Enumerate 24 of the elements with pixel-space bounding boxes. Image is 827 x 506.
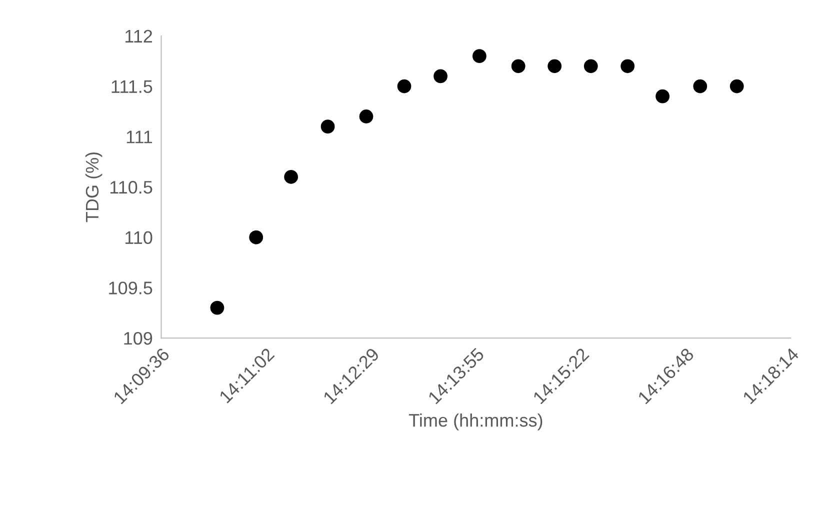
point <box>249 230 264 244</box>
x-axis-title: Time (hh:mm:ss) <box>408 413 542 430</box>
point <box>656 89 670 104</box>
point <box>511 59 526 74</box>
point <box>210 300 224 315</box>
point <box>730 79 744 94</box>
point <box>397 79 412 94</box>
y-tick-label: 110 <box>126 231 152 244</box>
y-tick-label: 110.5 <box>110 180 152 194</box>
point <box>548 59 562 74</box>
y-tick-label: 109 <box>124 332 152 345</box>
point <box>434 69 448 84</box>
point <box>620 59 635 74</box>
point <box>584 59 598 74</box>
y-tick-label: 112 <box>126 30 152 42</box>
y-axis-title: TDG (%) <box>85 152 102 222</box>
y-tick-label: 109.5 <box>109 282 152 294</box>
point <box>472 49 486 64</box>
point <box>693 79 708 94</box>
point <box>284 170 298 184</box>
y-tick-label: 111 <box>126 130 152 144</box>
y-tick-label: 111.5 <box>112 80 152 93</box>
point <box>359 110 374 124</box>
point <box>320 120 335 134</box>
